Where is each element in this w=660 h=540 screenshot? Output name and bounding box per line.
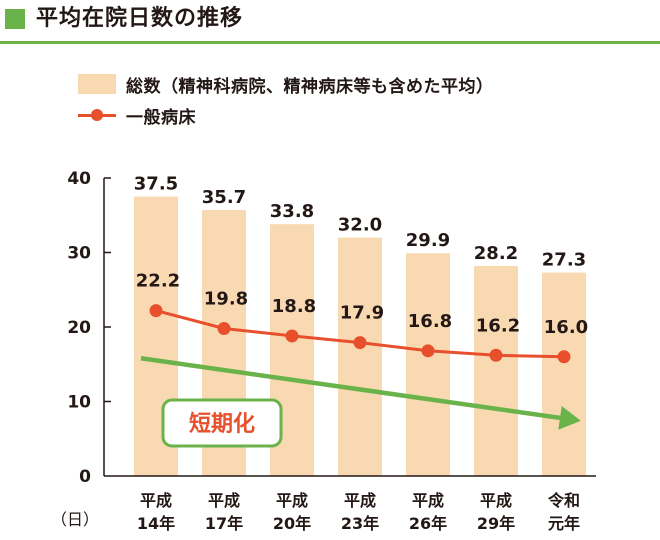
line-value-label: 22.2: [136, 271, 180, 292]
legend-label-total: 総数（精神科病院、精神病床等も含めた平均）: [126, 76, 494, 97]
line-point: [353, 336, 367, 350]
x-tick-label: 平成: [480, 491, 512, 510]
bar-value-label: 37.5: [134, 174, 178, 195]
bar: [338, 237, 382, 476]
bar: [406, 253, 450, 476]
x-tick-label: 29年: [477, 514, 515, 533]
annotation-box: [161, 398, 283, 448]
y-tick-label: 20: [67, 318, 91, 338]
line-point: [285, 329, 299, 343]
legend-line-swatch: [78, 105, 116, 125]
x-tick-label: 17年: [205, 514, 243, 533]
x-tick-label: 平成: [412, 491, 444, 510]
bar-value-label: 29.9: [406, 230, 450, 251]
bar-value-label: 28.2: [474, 243, 518, 264]
bar-value-label: 32.0: [338, 215, 382, 236]
title-marker-icon: [5, 9, 25, 29]
y-tick-label: 10: [67, 393, 91, 413]
legend-label-general-beds: 一般病床: [126, 107, 196, 128]
bar-value-label: 27.3: [542, 250, 586, 271]
bar-value-label: 35.7: [202, 187, 246, 208]
bar: [542, 272, 586, 476]
line-point: [149, 304, 163, 318]
line-value-label: 16.0: [544, 317, 588, 338]
line-value-label: 19.8: [204, 288, 248, 309]
trend-arrow-head: [558, 406, 581, 430]
x-tick-label: 平成: [344, 491, 376, 510]
x-tick-label: 14年: [137, 514, 175, 533]
legend-item-general-beds: 一般病床: [78, 102, 196, 128]
annotation-label: 短期化: [189, 411, 255, 437]
line-value-label: 16.2: [476, 315, 520, 336]
line-point: [557, 350, 571, 364]
trend-arrow-shaft: [140, 356, 561, 421]
x-tick-label: 平成: [276, 491, 308, 510]
x-tick-label: 20年: [273, 514, 311, 533]
bar: [474, 265, 518, 476]
x-tick-label: 平成: [140, 491, 172, 510]
y-tick-label: 0: [79, 467, 91, 487]
chart-title: 平均在院日数の推移: [36, 6, 244, 31]
x-tick-label: 令和: [547, 491, 580, 510]
x-tick-label: 元年: [548, 514, 580, 533]
title-underline: [0, 41, 660, 44]
bar-value-label: 33.8: [270, 201, 314, 222]
title-bar: 平均在院日数の推移: [0, 0, 660, 44]
x-tick-label: 平成: [208, 491, 240, 510]
x-tick-label: 26年: [409, 514, 447, 533]
y-tick-label: 30: [67, 244, 91, 264]
line-point: [217, 321, 231, 335]
line-point: [421, 344, 435, 358]
legend-bar-swatch: [78, 74, 116, 94]
line-value-label: 18.8: [272, 296, 316, 317]
x-tick-label: 23年: [341, 514, 379, 533]
line-value-label: 16.8: [408, 311, 452, 332]
line-value-label: 17.9: [340, 303, 384, 324]
y-tick-label: 40: [67, 169, 91, 189]
line-point: [489, 348, 503, 362]
legend-item-total: 総数（精神科病院、精神病床等も含めた平均）: [78, 71, 494, 97]
y-axis-unit-label: （日）: [51, 510, 99, 529]
